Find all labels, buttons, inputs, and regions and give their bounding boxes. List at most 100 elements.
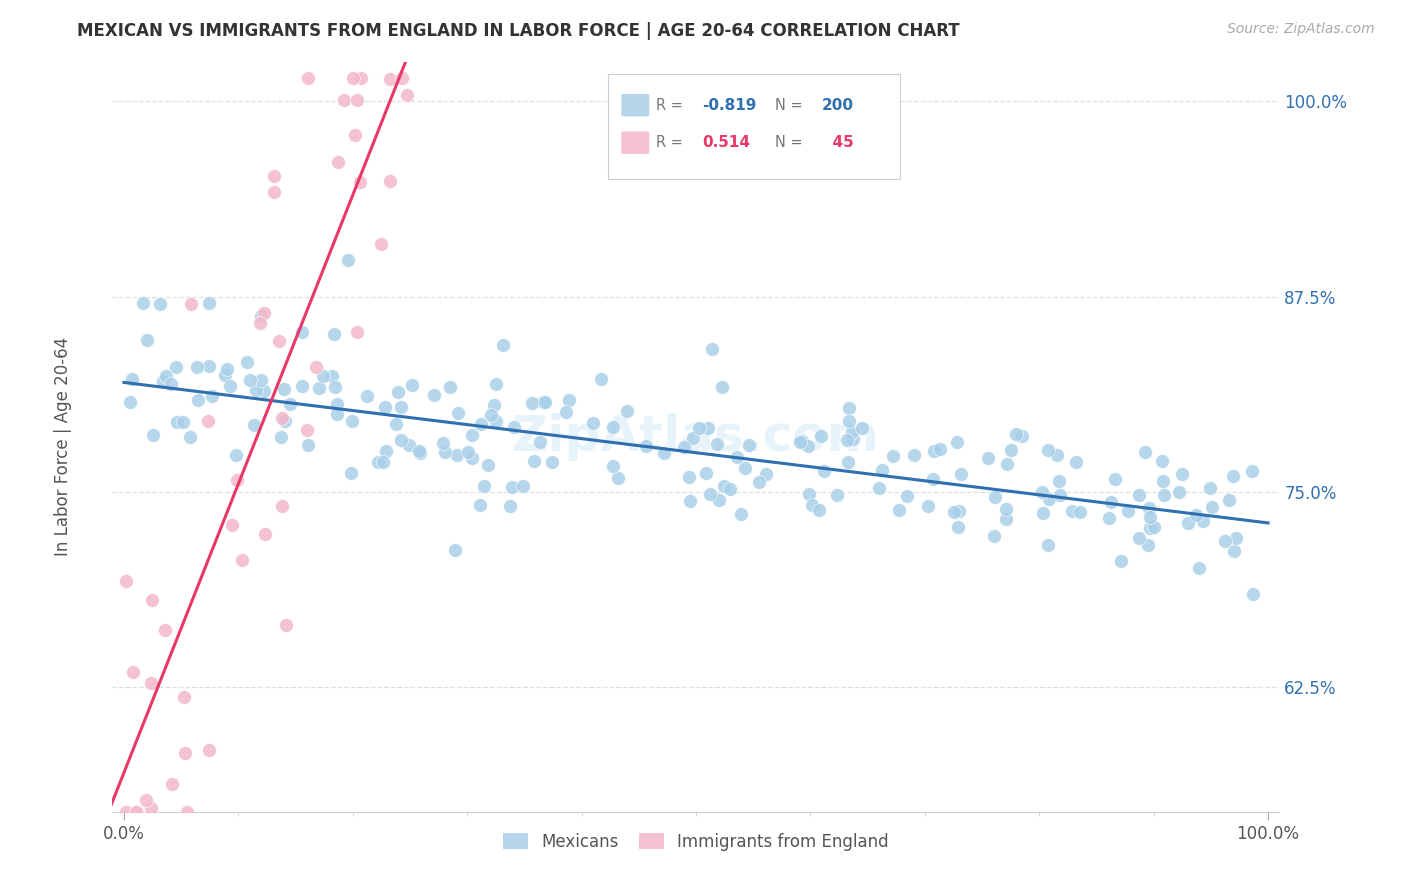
Point bbox=[1046, 448, 1069, 462]
Point bbox=[672, 440, 695, 454]
Point bbox=[423, 388, 446, 402]
Point bbox=[135, 792, 157, 806]
Point bbox=[501, 480, 523, 494]
Point bbox=[838, 413, 860, 427]
Point bbox=[512, 479, 534, 493]
FancyBboxPatch shape bbox=[621, 131, 650, 153]
Point bbox=[374, 443, 396, 458]
Point bbox=[252, 306, 274, 320]
Point bbox=[179, 430, 201, 444]
Point bbox=[679, 493, 702, 508]
Point bbox=[356, 389, 378, 403]
Text: 45: 45 bbox=[823, 135, 853, 150]
Point bbox=[1133, 444, 1156, 458]
Point bbox=[695, 466, 717, 480]
Point bbox=[374, 400, 396, 414]
Point bbox=[291, 325, 314, 339]
Point bbox=[254, 527, 277, 541]
Point bbox=[217, 361, 239, 376]
Point bbox=[278, 396, 301, 410]
Point bbox=[274, 618, 297, 632]
Point bbox=[718, 482, 741, 496]
Point bbox=[125, 805, 148, 819]
Point bbox=[1116, 504, 1139, 518]
Point bbox=[245, 384, 267, 398]
Point bbox=[842, 432, 865, 446]
Point bbox=[142, 428, 165, 442]
Point bbox=[1128, 488, 1150, 502]
Point bbox=[350, 70, 373, 85]
Point bbox=[132, 296, 155, 310]
Point bbox=[707, 493, 730, 508]
Point bbox=[725, 450, 748, 464]
Point bbox=[1153, 488, 1175, 502]
Point bbox=[149, 297, 172, 311]
Point bbox=[1222, 469, 1244, 483]
Point bbox=[1069, 505, 1091, 519]
Point bbox=[155, 368, 177, 383]
Point bbox=[173, 746, 195, 760]
Point bbox=[1225, 531, 1247, 545]
Point bbox=[387, 385, 409, 400]
Point bbox=[165, 359, 187, 374]
Point bbox=[326, 396, 349, 410]
Point bbox=[271, 499, 294, 513]
Point bbox=[461, 427, 484, 442]
Point bbox=[1167, 484, 1189, 499]
Point bbox=[1201, 500, 1223, 514]
Point bbox=[153, 624, 176, 638]
Point bbox=[529, 434, 551, 449]
Point bbox=[838, 401, 860, 415]
Point bbox=[325, 379, 347, 393]
Point bbox=[602, 458, 624, 473]
Point bbox=[1188, 561, 1211, 575]
Point bbox=[378, 72, 401, 87]
Point bbox=[249, 316, 271, 330]
Point bbox=[198, 295, 221, 310]
Point bbox=[882, 449, 904, 463]
Point bbox=[274, 414, 297, 428]
Point bbox=[983, 529, 1005, 543]
Point bbox=[797, 439, 820, 453]
Point bbox=[997, 457, 1019, 471]
Point bbox=[201, 388, 224, 402]
Point bbox=[160, 777, 183, 791]
Point bbox=[447, 406, 470, 420]
Point bbox=[252, 384, 274, 399]
Point bbox=[1128, 531, 1150, 545]
Point bbox=[401, 377, 423, 392]
Point bbox=[121, 372, 143, 386]
Point bbox=[214, 368, 236, 382]
Point bbox=[582, 416, 605, 430]
Point bbox=[1047, 474, 1070, 488]
Point bbox=[1099, 495, 1122, 509]
Point bbox=[295, 423, 318, 437]
Point bbox=[748, 475, 770, 490]
Point bbox=[738, 438, 761, 452]
Point bbox=[699, 486, 721, 500]
Text: Source: ZipAtlas.com: Source: ZipAtlas.com bbox=[1227, 22, 1375, 37]
Point bbox=[270, 430, 292, 444]
Point bbox=[1038, 491, 1060, 506]
Point bbox=[470, 417, 492, 431]
Point bbox=[634, 439, 657, 453]
Text: MEXICAN VS IMMIGRANTS FROM ENGLAND IN LABOR FORCE | AGE 20-64 CORRELATION CHART: MEXICAN VS IMMIGRANTS FROM ENGLAND IN LA… bbox=[77, 22, 960, 40]
Point bbox=[984, 491, 1007, 505]
Point bbox=[297, 70, 319, 85]
Point bbox=[929, 442, 952, 456]
Point bbox=[950, 467, 973, 481]
Point bbox=[152, 374, 174, 388]
Point bbox=[520, 396, 543, 410]
Point bbox=[172, 415, 194, 429]
Point bbox=[349, 175, 371, 189]
Point bbox=[267, 334, 290, 349]
Point bbox=[946, 520, 969, 534]
Point bbox=[231, 553, 253, 567]
Point bbox=[444, 542, 467, 557]
Point bbox=[479, 408, 502, 422]
Point bbox=[602, 419, 624, 434]
Point bbox=[409, 446, 432, 460]
Point bbox=[236, 355, 259, 369]
Point bbox=[977, 451, 1000, 466]
Point bbox=[1152, 453, 1174, 467]
